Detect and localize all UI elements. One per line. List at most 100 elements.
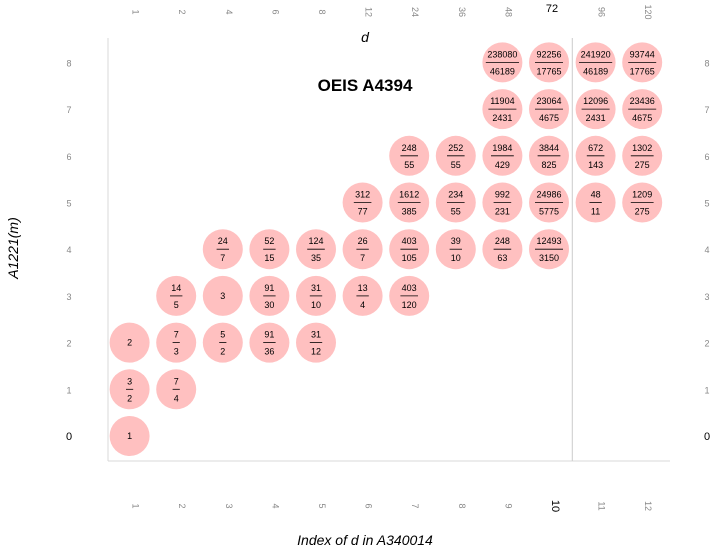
point-numerator: 52	[264, 236, 274, 246]
data-point: 12096 2431	[575, 89, 616, 130]
point-numerator: 92256	[536, 49, 561, 59]
point-numerator: 1612	[399, 190, 419, 200]
point-denominator: 46189	[583, 66, 608, 76]
left-axis-title: A1221(m)	[5, 217, 21, 279]
top-tick-label: 72	[546, 3, 558, 15]
data-point: 672 143	[575, 135, 616, 176]
point-numerator: 1209	[632, 190, 652, 200]
data-point: 252 55	[435, 135, 476, 176]
point-numerator: 3	[127, 376, 132, 386]
point-numerator: 238080	[487, 49, 517, 59]
point-numerator: 252	[448, 143, 463, 153]
point-numerator: 23436	[630, 96, 655, 106]
left-tick-label: 0	[66, 431, 72, 443]
bottom-tick-label: 3	[224, 503, 234, 508]
data-point: 1	[109, 416, 150, 456]
point-numerator: 992	[495, 190, 510, 200]
left-tick-label: 4	[66, 245, 71, 255]
top-tick-label: 36	[457, 7, 467, 17]
point-denominator: 429	[495, 160, 510, 170]
point-numerator: 12493	[536, 236, 561, 246]
point-numerator: 93744	[630, 49, 655, 59]
bottom-tick-label: 1	[131, 503, 141, 508]
data-points: 1327427352913631121453913031101344031202…	[109, 42, 663, 456]
point-numerator: 124	[308, 236, 323, 246]
top-tick-label: 2	[177, 9, 187, 14]
left-tick-label: 2	[66, 339, 71, 349]
data-point: 92256 17765	[529, 42, 569, 83]
point-denominator: 17765	[630, 66, 655, 76]
point-denominator: 12	[311, 347, 321, 357]
point-numerator: 3844	[539, 143, 559, 153]
right-tick-label: 2	[704, 339, 709, 349]
right-tick-label: 5	[704, 199, 709, 209]
point-numerator: 11904	[490, 96, 514, 106]
bottom-tick-label: 6	[364, 503, 374, 508]
data-point: 312 77	[342, 182, 383, 223]
data-point: 238080 46189	[482, 42, 523, 83]
data-point: 1612 385	[389, 182, 430, 223]
data-point: 52	[202, 322, 243, 363]
data-point: 26 7	[342, 229, 383, 270]
point-numerator: 234	[448, 190, 463, 200]
left-tick-label: 7	[66, 105, 71, 115]
bottom-tick-label: 9	[503, 503, 513, 508]
point-marker	[109, 322, 150, 363]
left-tick-label: 6	[66, 152, 71, 162]
data-point: 1984 429	[482, 135, 523, 176]
top-tick-label: 12	[364, 7, 374, 17]
data-point: 12493 3150	[529, 229, 569, 270]
top-tick-label: 24	[410, 7, 420, 17]
top-axis-title: d	[361, 29, 370, 45]
right-tick-label: 0	[704, 431, 710, 443]
point-denominator: 3150	[539, 253, 559, 263]
bottom-tick-label: 8	[457, 503, 467, 508]
bottom-axis-title: Index of d in A340014	[297, 532, 433, 548]
point-numerator: 5	[220, 330, 225, 340]
point-numerator: 403	[402, 236, 417, 246]
bottom-tick-label: 10	[549, 500, 561, 512]
point-denominator: 2431	[586, 113, 606, 123]
top-tick-label: 120	[643, 4, 653, 19]
data-point: 403 105	[389, 229, 430, 270]
point-denominator: 275	[635, 160, 650, 170]
point-numerator: 13	[358, 283, 368, 293]
point-denominator: 231	[495, 207, 510, 217]
right-tick-label: 4	[704, 245, 709, 255]
top-tick-label: 8	[317, 9, 327, 14]
data-point: 32	[109, 369, 150, 410]
plot-frame	[107, 38, 670, 462]
top-tick-label: 6	[270, 9, 280, 14]
point-denominator: 17765	[536, 66, 561, 76]
left-tick-label: 8	[66, 58, 71, 68]
data-point: 1209 275	[622, 182, 663, 223]
data-point: 93744 17765	[622, 42, 663, 83]
point-denominator: 5	[174, 300, 179, 310]
point-denominator: 275	[635, 207, 650, 217]
point-denominator: 55	[404, 160, 414, 170]
data-point: 74	[156, 369, 197, 410]
point-marker	[202, 275, 243, 316]
data-point: 91 36	[249, 322, 290, 363]
point-numerator: 31	[311, 330, 321, 340]
point-numerator: 31	[311, 283, 321, 293]
data-point: 23064 4675	[529, 89, 569, 130]
point-denominator: 825	[541, 160, 556, 170]
right-tick-label: 7	[704, 105, 709, 115]
point-denominator: 11	[591, 207, 600, 217]
right-tick-label: 1	[704, 385, 709, 395]
point-denominator: 2	[127, 393, 132, 403]
point-numerator: 91	[264, 283, 274, 293]
data-point: 403 120	[389, 275, 430, 316]
point-numerator: 24986	[536, 190, 561, 200]
data-point: 31 10	[296, 275, 336, 316]
point-numerator: 312	[355, 190, 370, 200]
point-denominator: 15	[264, 253, 274, 263]
point-denominator: 2	[220, 347, 225, 357]
data-point: 24 7	[202, 229, 243, 270]
point-denominator: 55	[451, 160, 461, 170]
bottom-tick-label: 12	[643, 501, 653, 511]
data-point: 52 15	[249, 229, 290, 270]
point-numerator: 14	[171, 283, 181, 293]
